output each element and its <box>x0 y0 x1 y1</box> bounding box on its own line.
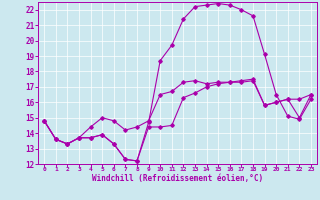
X-axis label: Windchill (Refroidissement éolien,°C): Windchill (Refroidissement éolien,°C) <box>92 174 263 183</box>
